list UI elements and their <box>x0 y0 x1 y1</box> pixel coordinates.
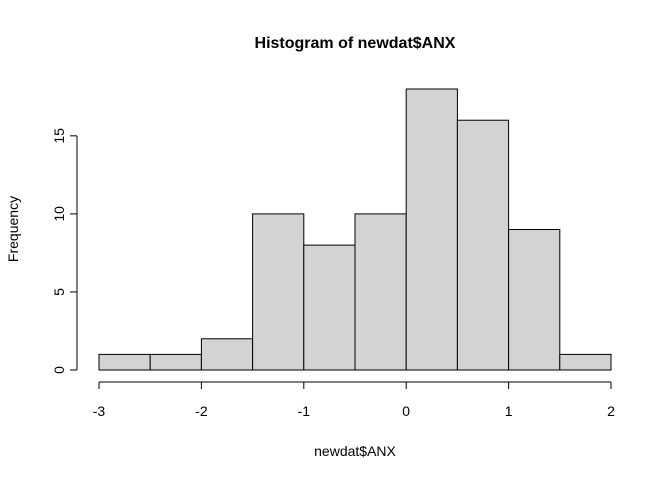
y-tick-label: 5 <box>51 288 67 296</box>
x-tick-label: 1 <box>505 403 513 419</box>
y-axis: 0 5 10 15 <box>51 128 78 374</box>
histogram-bar <box>559 353 612 371</box>
histogram-bar <box>405 88 458 371</box>
histogram-bar <box>303 244 356 371</box>
chart-title: Histogram of newdat$ANX <box>255 35 456 52</box>
x-tick-label: -2 <box>195 403 208 419</box>
x-tick-label: 2 <box>607 403 615 419</box>
y-axis-label: Frequency <box>5 196 21 262</box>
histogram-bar <box>149 353 202 371</box>
y-tick-label: 15 <box>51 128 67 144</box>
histogram-bar <box>98 353 151 371</box>
histogram-bar <box>456 119 510 371</box>
x-tick-label: -1 <box>298 403 311 419</box>
x-axis-label: newdat$ANX <box>314 443 396 459</box>
x-tick-label: 0 <box>402 403 410 419</box>
histogram-bar <box>354 213 407 371</box>
histogram-bar <box>200 338 254 371</box>
y-tick-label: 0 <box>51 366 67 374</box>
x-axis: -3 -2 -1 0 1 2 <box>93 381 615 419</box>
bars-group <box>98 88 612 371</box>
histogram-bar <box>252 213 305 371</box>
y-tick-label: 10 <box>51 206 67 222</box>
histogram-bar <box>508 229 561 371</box>
x-tick-label: -3 <box>93 403 106 419</box>
